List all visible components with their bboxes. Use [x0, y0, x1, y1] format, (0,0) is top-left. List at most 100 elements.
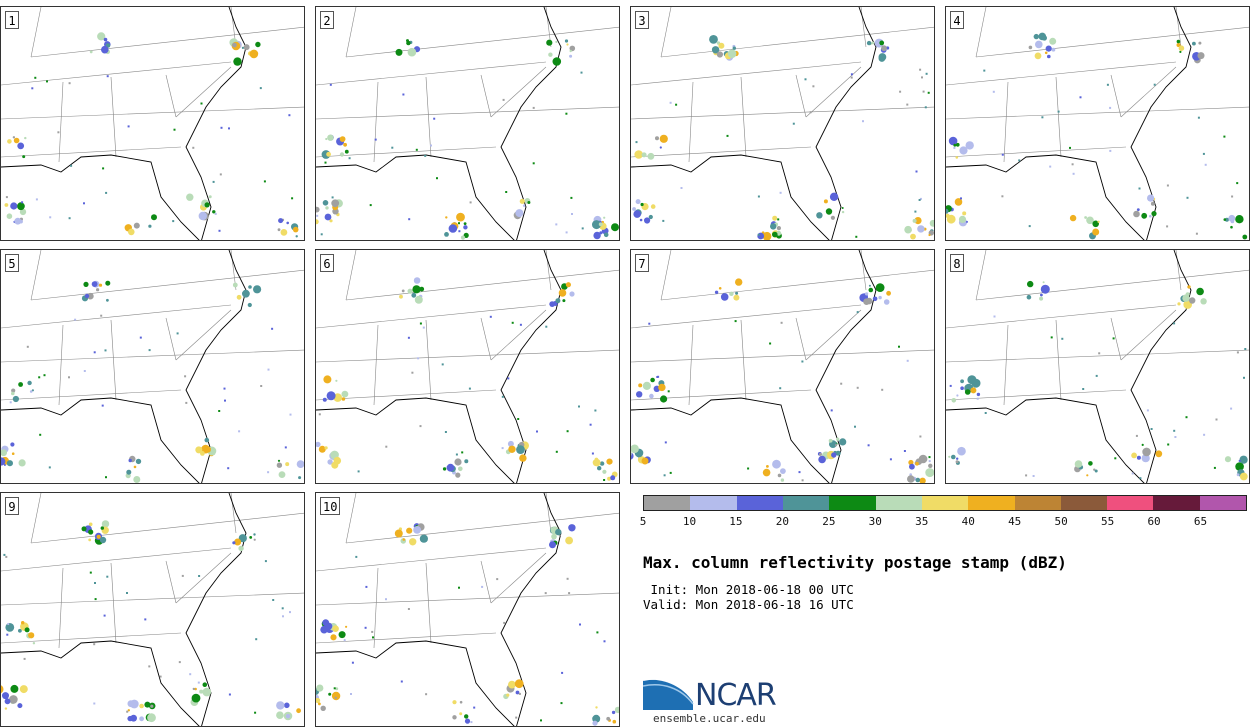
- state-border: [740, 76, 747, 158]
- reflectivity-echo: [105, 476, 107, 479]
- reflectivity-echo: [444, 431, 447, 433]
- reflectivity-cell: [399, 294, 403, 299]
- reflectivity-cell: [280, 229, 288, 236]
- reflectivity-echo: [259, 87, 262, 90]
- reflectivity-cell: [552, 57, 562, 66]
- colorbar-swatch: [1014, 496, 1061, 510]
- state-border: [30, 493, 42, 544]
- reflectivity-cell: [928, 463, 933, 468]
- state-border: [58, 324, 64, 406]
- reflectivity-echo: [220, 126, 223, 129]
- reflectivity-cell: [729, 291, 734, 296]
- reflectivity-echo: [906, 103, 909, 106]
- reflectivity-echo: [1131, 472, 1134, 475]
- state-border: [425, 562, 432, 644]
- reflectivity-cell: [762, 468, 771, 477]
- reflectivity-cell: [836, 437, 840, 441]
- reflectivity-cell: [464, 718, 471, 724]
- reflectivity-cell: [569, 49, 572, 53]
- reflectivity-echo: [93, 351, 96, 354]
- reflectivity-cell: [565, 536, 573, 545]
- reflectivity-cell: [1236, 473, 1240, 477]
- reflectivity-echo: [70, 164, 73, 167]
- reflectivity-echo: [351, 661, 354, 664]
- reflectivity-cell: [1179, 50, 1182, 54]
- reflectivity-cell: [1187, 285, 1191, 289]
- reflectivity-echo: [949, 384, 952, 387]
- reflectivity-echo: [470, 721, 473, 724]
- reflectivity-cell: [458, 466, 463, 472]
- reflectivity-echo: [74, 318, 77, 321]
- state-border: [1175, 7, 1182, 48]
- colorbar-swatches: [643, 495, 1247, 511]
- reflectivity-cell: [879, 40, 885, 46]
- state-border: [946, 304, 1177, 329]
- state-border: [660, 250, 672, 301]
- state-border: [316, 632, 497, 644]
- reflectivity-echo: [489, 315, 492, 318]
- reflectivity-echo: [953, 146, 956, 149]
- reflectivity-cell: [830, 215, 835, 220]
- state-border: [30, 512, 304, 544]
- reflectivity-cell: [659, 134, 668, 143]
- reflectivity-echo: [591, 452, 594, 455]
- reflectivity-echo: [57, 131, 60, 134]
- reflectivity-cell: [151, 214, 157, 221]
- reflectivity-cell: [339, 136, 346, 143]
- reflectivity-echo: [667, 390, 670, 393]
- reflectivity-echo: [364, 626, 367, 629]
- state-border: [480, 560, 492, 604]
- reflectivity-cell: [1035, 40, 1043, 49]
- reflectivity-cell: [766, 465, 769, 468]
- reflectivity-cell: [1235, 215, 1244, 224]
- reflectivity-cell: [200, 451, 205, 456]
- colorbar-tick-label: 35: [915, 515, 929, 528]
- reflectivity-cell: [1176, 39, 1181, 44]
- state-border: [316, 547, 547, 572]
- reflectivity-echo: [255, 638, 258, 641]
- reflectivity-cell: [959, 146, 968, 155]
- reflectivity-echo: [9, 401, 12, 404]
- reflectivity-cell: [1239, 455, 1248, 464]
- reflectivity-cell: [413, 526, 421, 534]
- reflectivity-cell: [735, 291, 739, 295]
- reflectivity-cell: [865, 292, 869, 296]
- reflectivity-cell: [394, 529, 403, 538]
- reflectivity-cell: [912, 218, 917, 223]
- reflectivity-cell: [514, 679, 524, 689]
- reflectivity-echo: [960, 197, 962, 200]
- reflectivity-echo: [1061, 337, 1064, 340]
- reflectivity-cell: [1235, 462, 1244, 471]
- colorbar-swatch: [1060, 496, 1108, 510]
- reflectivity-cell: [96, 288, 100, 292]
- reflectivity-cell: [1177, 302, 1181, 306]
- reflectivity-echo: [267, 368, 270, 371]
- reflectivity-echo: [662, 219, 665, 222]
- reflectivity-cell: [976, 392, 981, 397]
- reflectivity-echo: [1001, 195, 1004, 198]
- reflectivity-cell: [780, 468, 786, 474]
- reflectivity-cell: [247, 302, 252, 308]
- state-border: [490, 66, 547, 118]
- reflectivity-cell: [881, 45, 887, 52]
- reflectivity-echo: [415, 148, 418, 151]
- reflectivity-cell: [285, 714, 291, 719]
- reflectivity-cell: [18, 459, 26, 467]
- reflectivity-echo: [318, 413, 321, 416]
- reflectivity-cell: [732, 46, 736, 50]
- reflectivity-cell: [19, 685, 28, 694]
- ncar-swoosh-icon: [642, 677, 694, 710]
- reflectivity-echo: [648, 322, 651, 325]
- reflectivity-cell: [253, 533, 256, 536]
- reflectivity-cell: [566, 43, 569, 46]
- reflectivity-echo: [126, 710, 129, 713]
- reflectivity-echo: [391, 146, 394, 149]
- reflectivity-cell: [549, 541, 556, 549]
- state-border: [946, 106, 1249, 120]
- reflectivity-cell: [908, 459, 914, 466]
- reflectivity-cell: [1039, 296, 1044, 301]
- reflectivity-cell: [835, 450, 841, 456]
- reflectivity-echo: [571, 213, 573, 215]
- state-border: [316, 61, 547, 86]
- reflectivity-echo: [103, 614, 106, 617]
